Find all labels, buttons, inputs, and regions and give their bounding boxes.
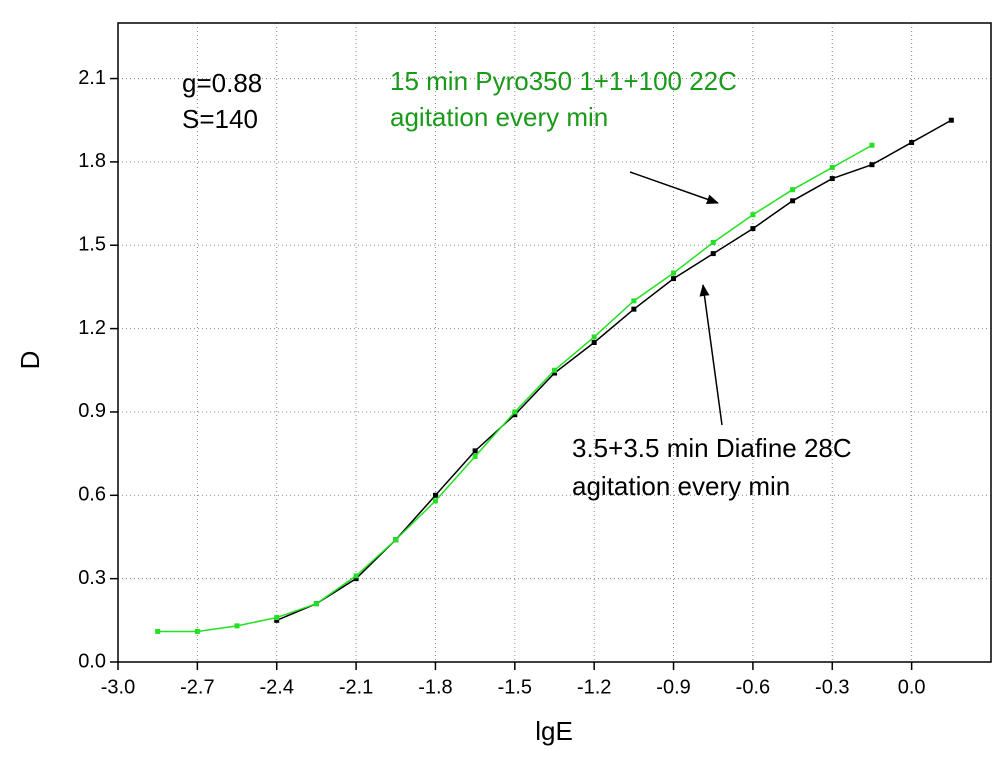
data-point	[353, 576, 359, 582]
data-point	[472, 453, 478, 459]
grid	[117, 23, 991, 663]
plot-frame	[117, 22, 992, 663]
x-tick-label: -0.3	[815, 676, 849, 698]
data-point	[313, 601, 319, 607]
data-point	[671, 276, 677, 282]
data-point	[432, 492, 438, 498]
y-tick-label: 0.0	[78, 650, 106, 672]
data-point	[631, 298, 637, 304]
data-point	[909, 139, 915, 145]
x-tick-label: -2.7	[180, 676, 214, 698]
annotation: S=140	[182, 104, 258, 134]
annotation: agitation every min	[572, 471, 790, 501]
data-point	[274, 617, 280, 623]
data-point	[552, 367, 557, 373]
arrow	[629, 171, 719, 205]
data-point	[472, 448, 478, 454]
data-point	[790, 187, 796, 193]
series-line	[276, 119, 952, 622]
x-tick-label: -3.0	[101, 676, 135, 698]
annotation: 15 min Pyro350 1+1+100 22C	[390, 66, 737, 96]
data-point	[710, 239, 716, 245]
data-point	[274, 615, 280, 621]
x-tick-label: -2.1	[339, 676, 373, 698]
x-tick-label: -1.8	[418, 676, 452, 698]
y-tick-label: 1.2	[78, 317, 106, 339]
data-point	[393, 537, 399, 543]
data-point	[869, 162, 875, 168]
data-point	[710, 251, 716, 257]
y-tick-label: 1.5	[78, 234, 106, 256]
data-point	[194, 628, 200, 634]
x-tick-label: -0.6	[736, 676, 770, 698]
data-point	[512, 409, 518, 415]
x-tick-label: 0.0	[898, 676, 926, 698]
x-tick-label: -1.5	[498, 676, 532, 698]
annotation: agitation every min	[390, 102, 608, 132]
data-point	[155, 628, 161, 634]
data-point	[948, 117, 954, 123]
data-point	[829, 164, 835, 170]
data-point	[591, 340, 597, 345]
arrow	[699, 284, 723, 426]
data-point	[869, 142, 875, 148]
data-point	[512, 412, 518, 418]
x-tick-label: -1.2	[577, 676, 611, 698]
y-tick-label: 0.3	[78, 567, 106, 589]
y-tick-label: 2.1	[78, 67, 106, 89]
data-point	[829, 176, 835, 182]
data-point	[750, 226, 756, 232]
data-point	[432, 498, 438, 504]
data-point	[591, 334, 597, 340]
data-point	[671, 270, 677, 276]
y-tick-label: 0.9	[78, 400, 106, 422]
x-tick-label: -2.4	[259, 676, 293, 698]
data-point	[353, 573, 359, 579]
data-point	[790, 198, 796, 204]
x-axis-title: lgE	[535, 716, 573, 746]
x-tick-label: -0.9	[656, 676, 690, 698]
data-point	[552, 370, 557, 376]
y-tick-label: 0.6	[78, 484, 106, 506]
data-point	[234, 623, 240, 629]
y-tick-label: 1.8	[78, 150, 106, 172]
annotation: 3.5+3.5 min Diafine 28C	[572, 433, 852, 463]
series-line	[157, 144, 873, 633]
data-point	[750, 212, 756, 218]
y-axis-title: D	[15, 351, 45, 370]
data-point	[631, 306, 637, 312]
annotation: g=0.88	[182, 68, 262, 98]
